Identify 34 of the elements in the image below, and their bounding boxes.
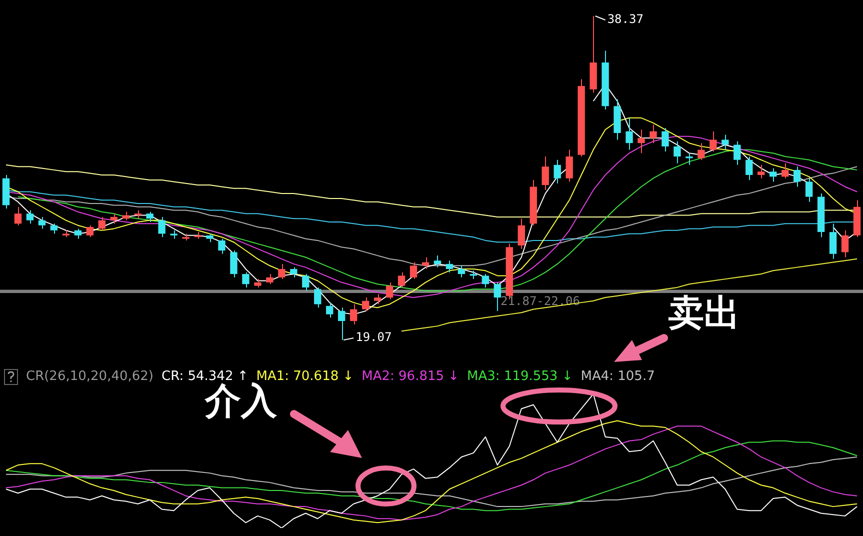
annotation: 38.37 [607,12,644,26]
text: MA4: 105.7 [580,368,655,386]
candlestick [206,233,214,243]
candlestick [218,238,226,254]
annotation: 卖出 [668,293,740,334]
candlestick [62,230,70,238]
candlestick [602,50,609,110]
candlestick [590,16,597,94]
candlestick [242,272,250,288]
text: MA1: 70.618 ↓ [256,368,354,384]
candlestick [254,278,262,288]
candlestick [230,250,238,278]
annotation: 介入 [205,381,277,422]
candlestick [638,129,645,154]
candlestick [266,274,274,285]
chart-title: CR(26,10,20,40,62) [26,368,154,386]
candlestick [710,130,717,152]
candlestick [578,78,585,158]
candlestick [614,98,621,140]
annotation: 19.07 [356,330,392,344]
candlestick [662,127,669,152]
candlestick [566,149,573,182]
text: CR: 54.342 ↑ [162,368,248,384]
text: MA3: 119.553 ↓ [467,368,573,386]
candlestick [146,211,154,222]
candlestick [278,263,286,280]
candlestick [722,134,729,150]
candlestick [134,210,142,220]
candlestick [290,266,298,278]
candlestick [170,230,178,240]
text: MA2: 96.815 ↓ [362,368,460,386]
band-label: 21.87-22.06 [500,294,580,308]
candlestick [182,233,190,241]
candlestick [674,140,681,164]
